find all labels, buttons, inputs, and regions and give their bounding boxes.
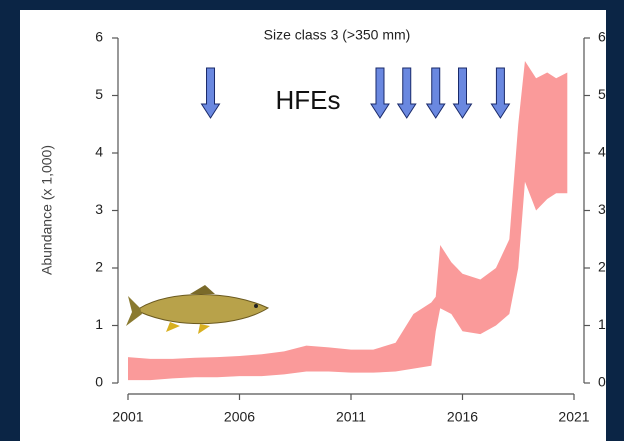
y2-tick-label: 2 (598, 259, 606, 275)
y2-tick-label: 4 (598, 144, 606, 160)
hfe-arrow (396, 67, 417, 119)
y2-tick-label: 0 (598, 374, 606, 390)
y-tick-label: 3 (95, 201, 103, 217)
x-tick-label: 2016 (447, 409, 478, 425)
hfe-arrow (452, 67, 473, 119)
y-axis-label: Abundance (x 1,000) (39, 145, 55, 275)
hfe-arrow (490, 67, 511, 119)
y-tick-label: 5 (95, 86, 103, 102)
y-tick-label: 1 (95, 316, 103, 332)
x-tick-label: 2021 (558, 409, 589, 425)
fish (126, 285, 270, 334)
hfe-label: HFEs (276, 85, 341, 115)
y2-tick-label: 6 (598, 29, 606, 45)
y-tick-label: 6 (95, 29, 103, 45)
hfe-arrow (200, 67, 221, 119)
y2-tick-label: 3 (598, 201, 606, 217)
y-tick-label: 0 (95, 374, 103, 390)
x-tick-label: 2011 (336, 409, 366, 425)
y-tick-label: 4 (95, 144, 103, 160)
x-tick-label: 2006 (224, 409, 255, 425)
y2-tick-label: 1 (598, 316, 606, 332)
confidence-band (128, 61, 568, 381)
hfe-arrow (370, 67, 390, 119)
x-tick-label: 2001 (112, 409, 143, 425)
y-tick-label: 2 (95, 259, 103, 275)
y2-tick-label: 5 (598, 86, 606, 102)
hfe-arrow (425, 67, 446, 119)
chart-title: Size class 3 (>350 mm) (264, 27, 411, 43)
